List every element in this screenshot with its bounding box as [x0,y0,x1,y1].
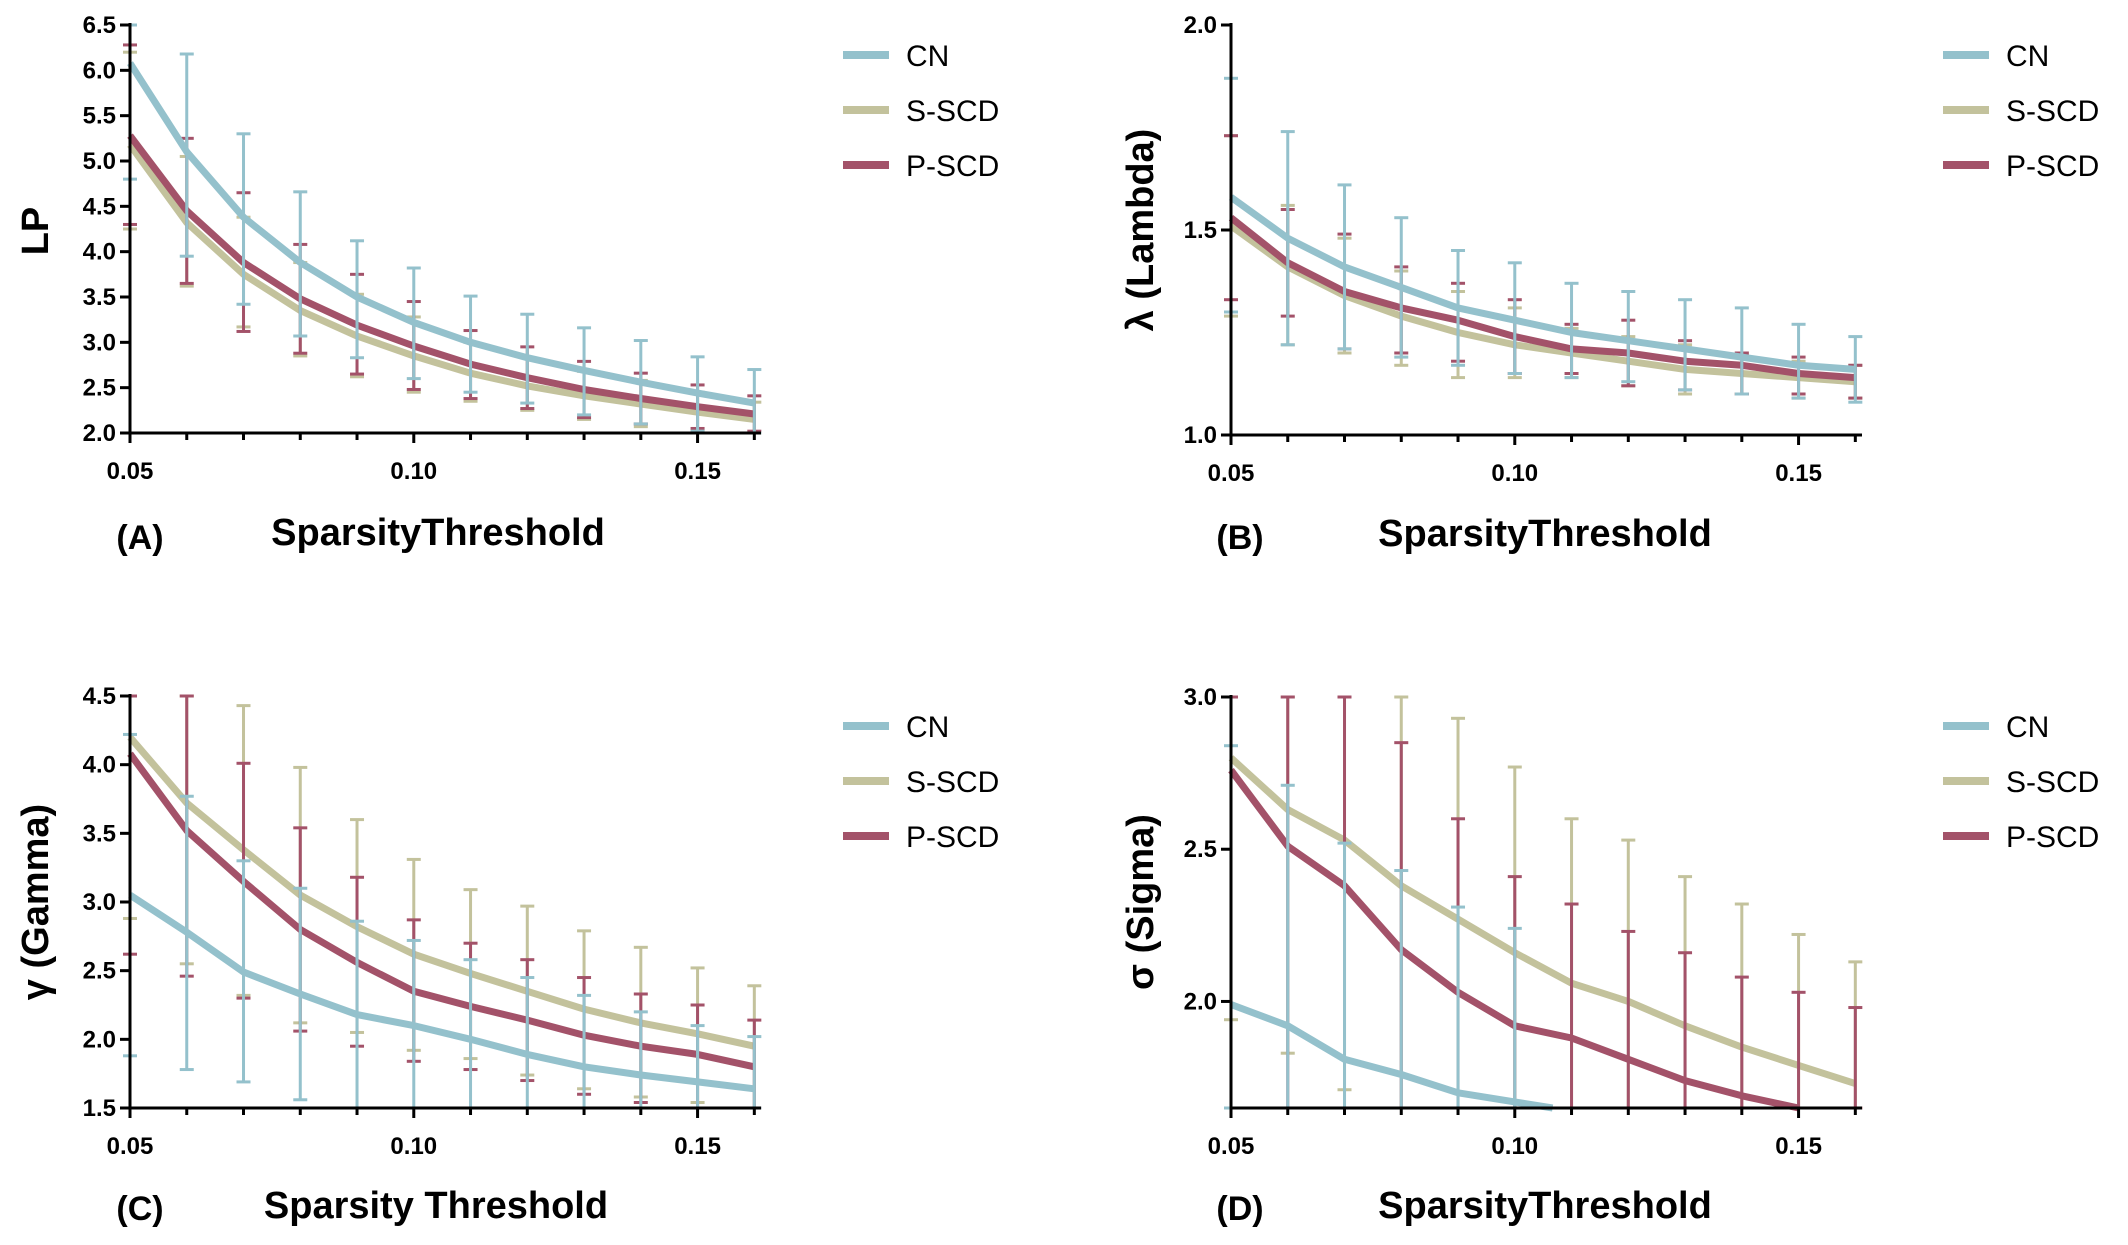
legend-label-s-scd: S-SCD [2006,95,2099,128]
x-tick-label: 0.15 [1775,460,1822,487]
y-tick-label: 5.5 [83,103,116,130]
series-line [1228,214,1856,382]
series-line [127,61,755,407]
panel-label: (A) [116,519,163,557]
y-tick-label: 5.0 [83,148,116,175]
y-tick-label: 6.0 [83,57,116,84]
series-line [127,133,755,418]
legend-label-cn: CN [906,40,949,73]
y-tick-label: 2.5 [1184,836,1217,863]
legend: CN S-SCD P-SCD [1943,40,2099,183]
y-axis-title: σ (Sigma) [1120,814,1162,990]
legend-label-p-scd: P-SCD [906,150,999,183]
y-tick-label: 3.5 [83,820,116,847]
panel-c: 1.5 2.0 2.5 3.0 3.5 4.0 4.5 0.05 0.10 0.15 Sparsit… [15,683,999,1228]
x-axis-title: Sparsity Threshold [264,1185,608,1227]
legend: CN S-SCD P-SCD [843,40,999,183]
series-line [127,142,755,423]
y-tick-label: 2.5 [83,375,116,402]
series-p-scd [123,43,762,433]
x-tick-label: 0.05 [107,1133,154,1160]
series-line [1228,755,1857,1087]
series-line [127,734,756,1050]
series-line [128,892,755,1093]
y-tick-label: 3.0 [83,889,116,916]
x-tick-label: 0.15 [674,1133,721,1160]
y-tick-label: 2.0 [1184,988,1217,1015]
x-tick-label: 0.10 [1491,1133,1538,1160]
y-tick-label: 2.0 [83,420,116,447]
legend-label-p-scd: P-SCD [2006,150,2099,183]
legend-label-cn: CN [2006,40,2049,73]
y-tick-label: 4.0 [83,752,116,779]
x-axis-title: SparsityThreshold [271,512,605,554]
x-axis-title: SparsityThreshold [1378,1185,1712,1227]
panel-label: (C) [116,1190,163,1228]
series-line [1228,194,1856,373]
series-line [1228,223,1856,386]
y-tick-label: 1.5 [83,1095,116,1122]
panel-label: (B) [1216,519,1263,557]
series-line [127,751,756,1071]
y-tick-label: 2.5 [83,958,116,985]
y-tick-label: 3.0 [1184,684,1217,711]
panel-d: 2.0 2.5 3.0 0.05 0.10 0.15 SparsityThreshold σ … [1120,684,2099,1228]
x-tick-label: 0.10 [390,458,437,485]
y-tick-label: 6.5 [83,12,116,39]
series-cn [123,23,762,435]
y-tick-label: 2.0 [1184,12,1217,39]
y-tick-label: 4.5 [83,683,116,710]
y-axis-title: LP [15,207,57,256]
legend: CN S-SCD P-SCD [1943,711,2099,854]
y-axis-title: γ (Gamma) [15,804,57,1000]
legend-label-p-scd: P-SCD [906,821,999,854]
x-tick-label: 0.15 [1775,1133,1822,1160]
x-tick-label: 0.10 [1491,460,1538,487]
x-tick-label: 0.10 [390,1133,437,1160]
y-tick-label: 1.0 [1184,422,1217,449]
x-tick-label: 0.05 [107,458,154,485]
legend-label-s-scd: S-SCD [906,766,999,799]
legend-label-cn: CN [906,711,949,744]
y-tick-label: 1.5 [1184,217,1217,244]
panel-a: 2.0 2.5 3.0 3.5 4.0 4.5 5.0 5.5 6.0 6.5 0.05 0.10 0.… [15,12,999,557]
y-tick-label: 4.5 [83,193,116,220]
x-axis-title: SparsityThreshold [1378,513,1712,555]
x-tick-label: 0.15 [674,458,721,485]
series-cn [1224,76,1863,404]
legend: CN S-SCD P-SCD [843,711,999,854]
series-line [1229,1001,1554,1112]
x-tick-label: 0.05 [1208,460,1255,487]
y-tick-label: 3.5 [83,284,116,311]
legend-label-p-scd: P-SCD [2006,821,2099,854]
x-tick-label: 0.05 [1208,1133,1255,1160]
series-cn [123,732,762,1110]
y-tick-label: 4.0 [83,239,116,266]
panel-label: (D) [1216,1190,1263,1228]
y-tick-label: 3.0 [83,329,116,356]
y-axis-title: λ (Lambda) [1120,129,1162,332]
series-p-scd [123,694,762,1110]
legend-label-s-scd: S-SCD [906,95,999,128]
legend-label-s-scd: S-SCD [2006,766,2099,799]
panel-b: 1.0 1.5 2.0 0.05 0.10 0.15 SparsityThreshold λ … [1120,12,2099,557]
y-tick-label: 2.0 [83,1026,116,1053]
series-s-scd [123,694,762,1110]
legend-label-cn: CN [2006,711,2049,744]
